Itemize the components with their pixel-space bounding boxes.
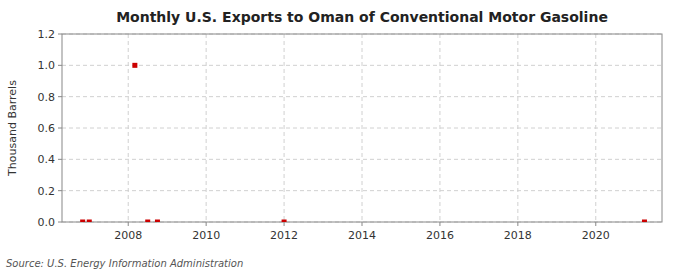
- y-tick-label: 0.2: [38, 185, 56, 198]
- points: [80, 63, 647, 222]
- y-tick: [58, 34, 62, 35]
- x-tick: [439, 222, 440, 226]
- data-point: [80, 220, 85, 223]
- data-point: [642, 220, 647, 223]
- grid: [62, 34, 662, 222]
- y-tick: [58, 128, 62, 129]
- y-tick: [58, 96, 62, 97]
- grid-line-x: [284, 34, 285, 222]
- grid-line-x: [595, 34, 596, 222]
- chart-svg: 0.0 0.2 0.4 0.6 0.8 1.0 1.2 2008 2010 2012 2014 201…: [0, 0, 675, 275]
- chart-title: Monthly U.S. Exports to Oman of Conventi…: [116, 9, 608, 25]
- y-tick-label: 0.0: [38, 216, 56, 229]
- x-tick-label: 2016: [426, 229, 454, 242]
- grid-line-x: [206, 34, 207, 222]
- x-tick-label: 2008: [114, 229, 142, 242]
- data-point: [282, 220, 287, 223]
- chart-container: 0.0 0.2 0.4 0.6 0.8 1.0 1.2 2008 2010 2012 2014 201…: [0, 0, 675, 275]
- grid-line-y: [62, 159, 662, 160]
- grid-line-x: [439, 34, 440, 222]
- x-tick-label: 2020: [582, 229, 610, 242]
- grid-line-x: [517, 34, 518, 222]
- x-tick: [128, 222, 129, 226]
- y-tick-label: 0.8: [38, 91, 56, 104]
- y-tick: [58, 222, 62, 223]
- x-tick: [595, 222, 596, 226]
- data-point: [145, 220, 150, 223]
- x-tick: [362, 222, 363, 226]
- y-tick-label: 1.0: [38, 59, 56, 72]
- x-tick-label: 2018: [504, 229, 532, 242]
- y-tick-label: 1.2: [38, 28, 56, 41]
- x-tick-label: 2014: [348, 229, 376, 242]
- x-tick: [206, 222, 207, 226]
- x-tick-label: 2010: [192, 229, 220, 242]
- axes: 0.0 0.2 0.4 0.6 0.8 1.0 1.2 2008 2010 2012 2014 201…: [38, 28, 610, 242]
- data-point: [132, 63, 137, 68]
- y-tick: [58, 159, 62, 160]
- grid-line-x: [362, 34, 363, 222]
- source-note: Source: U.S. Energy Information Administ…: [6, 258, 243, 269]
- x-tick: [517, 222, 518, 226]
- y-tick-label: 0.4: [38, 153, 56, 166]
- y-tick: [58, 65, 62, 66]
- data-point: [155, 220, 160, 223]
- x-tick-label: 2012: [270, 229, 298, 242]
- x-tick: [284, 222, 285, 226]
- y-tick-label: 0.6: [38, 122, 56, 135]
- data-point: [87, 220, 92, 223]
- plot-frame: [62, 34, 662, 222]
- grid-line-x: [128, 34, 129, 222]
- y-axis-label: Thousand Barrels: [6, 80, 19, 177]
- y-tick: [58, 190, 62, 191]
